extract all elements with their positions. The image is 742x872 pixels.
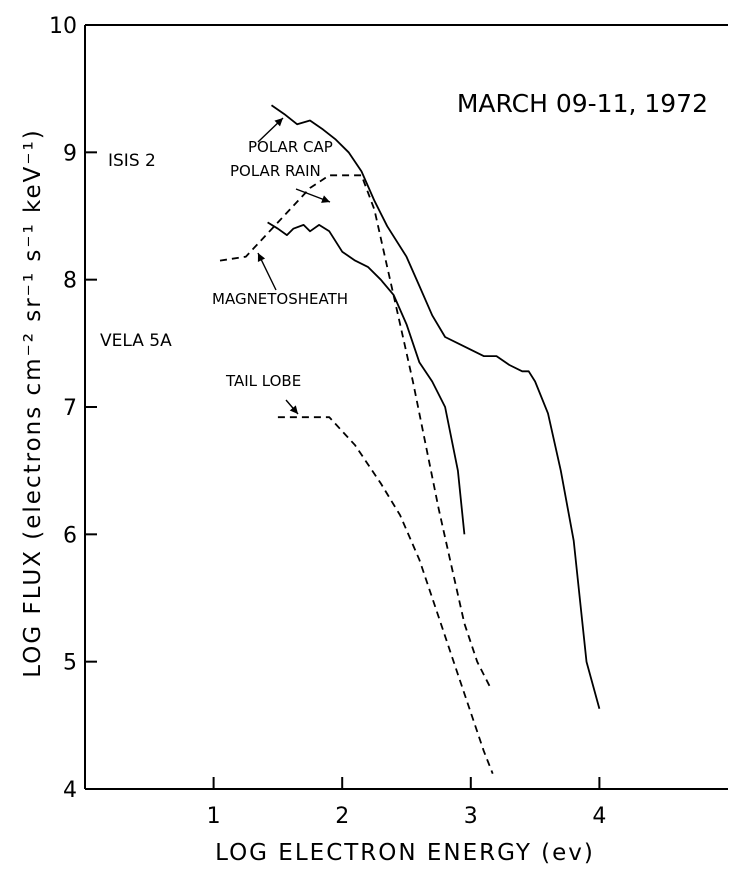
chart-series-layer bbox=[219, 104, 601, 775]
chart-axes: 4 5 6 7 8 9 10 1 2 3 4 bbox=[49, 14, 728, 829]
annotation-polar-cap: POLAR CAP bbox=[248, 138, 333, 156]
chart-labels-layer: MARCH 09-11, 1972 LOG ELECTRON ENERGY (e… bbox=[20, 89, 708, 866]
pointer-tail-lobe-head bbox=[289, 405, 298, 414]
pointer-polar-rain-head bbox=[321, 195, 330, 203]
series-line-magnetosheath bbox=[219, 174, 491, 688]
y-tick-label: 6 bbox=[63, 523, 77, 548]
x-axis-label: LOG ELECTRON ENERGY (ev) bbox=[215, 840, 595, 866]
y-tick-label: 10 bbox=[49, 14, 77, 39]
annotation-tail-lobe: TAIL LOBE bbox=[225, 372, 301, 390]
annotation-pointers bbox=[257, 117, 331, 415]
y-tick-label: 9 bbox=[63, 141, 77, 166]
series-line-polar-rain bbox=[267, 221, 466, 535]
y-tick-label: 8 bbox=[63, 269, 77, 294]
series-line-tail-lobe bbox=[277, 416, 494, 775]
y-tick-label: 5 bbox=[63, 651, 77, 676]
x-tick-label: 1 bbox=[207, 804, 221, 829]
chart-title: MARCH 09-11, 1972 bbox=[457, 89, 708, 118]
x-tick-label: 4 bbox=[592, 804, 606, 829]
instrument-label-isis2: ISIS 2 bbox=[108, 151, 156, 171]
x-tick-label: 3 bbox=[464, 804, 478, 829]
y-tick-label: 7 bbox=[63, 396, 77, 421]
pointer-magnetosheath-head bbox=[257, 253, 266, 262]
series-line-polar-cap bbox=[270, 104, 601, 710]
y-axis-label: LOG FLUX (electrons cm⁻² sr⁻¹ s⁻¹ keV⁻¹) bbox=[20, 128, 46, 677]
x-tick-label: 2 bbox=[335, 804, 349, 829]
instrument-label-vela5a: VELA 5A bbox=[100, 331, 172, 351]
y-tick-label: 4 bbox=[63, 778, 77, 803]
pointer-polar-cap-head bbox=[274, 118, 283, 127]
annotation-magnetosheath: MAGNETOSHEATH bbox=[212, 290, 348, 308]
annotation-polar-rain: POLAR RAIN bbox=[230, 162, 321, 180]
